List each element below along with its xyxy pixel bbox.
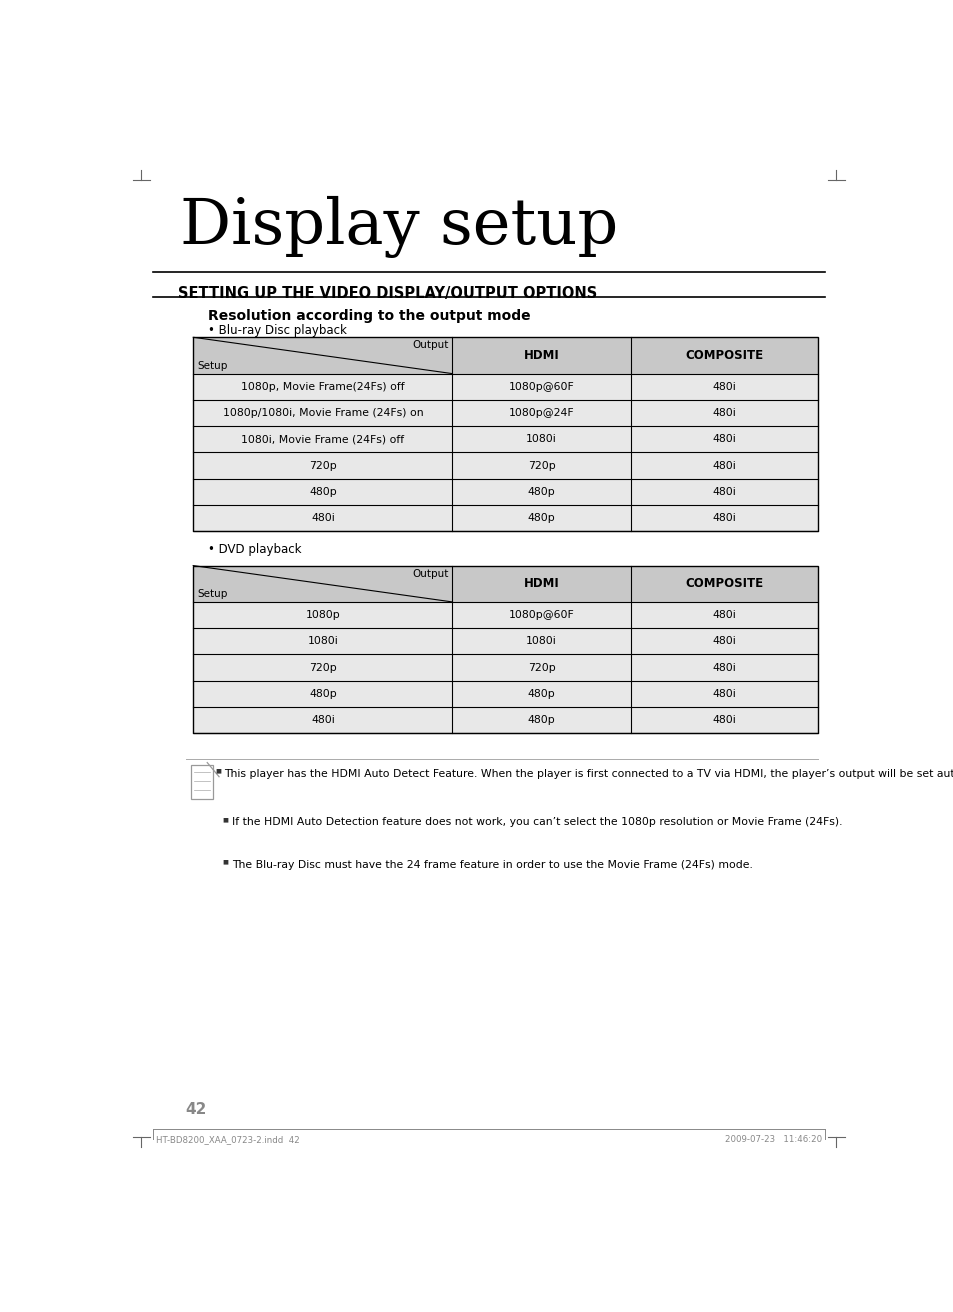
Bar bbox=[193, 479, 817, 505]
Text: 480p: 480p bbox=[309, 487, 336, 497]
Bar bbox=[191, 765, 213, 799]
Bar bbox=[193, 655, 817, 681]
Text: This player has the HDMI Auto Detect Feature. When the player is first connected: This player has the HDMI Auto Detect Fea… bbox=[224, 769, 953, 778]
Text: 480i: 480i bbox=[712, 636, 736, 647]
Bar bbox=[193, 374, 817, 400]
Text: ■: ■ bbox=[215, 769, 221, 774]
Text: 1080i: 1080i bbox=[525, 636, 557, 647]
Text: COMPOSITE: COMPOSITE bbox=[684, 349, 762, 362]
Text: 1080i: 1080i bbox=[307, 636, 338, 647]
Bar bbox=[193, 628, 817, 655]
Text: 720p: 720p bbox=[527, 663, 555, 673]
Text: 720p: 720p bbox=[309, 461, 336, 471]
Text: SETTING UP THE VIDEO DISPLAY/OUTPUT OPTIONS: SETTING UP THE VIDEO DISPLAY/OUTPUT OPTI… bbox=[178, 286, 597, 300]
Text: Output: Output bbox=[412, 568, 448, 579]
Bar bbox=[193, 707, 817, 733]
Text: The Blu-ray Disc must have the 24 frame feature in order to use the Movie Frame : The Blu-ray Disc must have the 24 frame … bbox=[232, 859, 752, 870]
Text: 480p: 480p bbox=[527, 715, 555, 726]
Text: ■: ■ bbox=[222, 859, 229, 865]
Text: 480i: 480i bbox=[712, 689, 736, 699]
Text: 480i: 480i bbox=[712, 434, 736, 445]
Text: 480i: 480i bbox=[712, 408, 736, 419]
Text: 480i: 480i bbox=[712, 461, 736, 471]
Text: Setup: Setup bbox=[196, 361, 227, 370]
Text: 480i: 480i bbox=[311, 513, 335, 523]
Bar bbox=[193, 426, 817, 453]
Bar bbox=[193, 337, 817, 374]
Text: 480i: 480i bbox=[712, 382, 736, 392]
Text: 2009-07-23   11:46:20: 2009-07-23 11:46:20 bbox=[723, 1135, 821, 1144]
Text: 480i: 480i bbox=[311, 715, 335, 726]
Text: 720p: 720p bbox=[527, 461, 555, 471]
Text: Output: Output bbox=[412, 340, 448, 350]
Text: 1080p/1080i, Movie Frame (24Fs) on: 1080p/1080i, Movie Frame (24Fs) on bbox=[222, 408, 423, 419]
Text: 480p: 480p bbox=[309, 689, 336, 699]
Text: 42: 42 bbox=[186, 1102, 207, 1117]
Text: Setup: Setup bbox=[196, 589, 227, 598]
Text: 1080p, Movie Frame(24Fs) off: 1080p, Movie Frame(24Fs) off bbox=[241, 382, 404, 392]
Text: 480i: 480i bbox=[712, 663, 736, 673]
Text: HDMI: HDMI bbox=[523, 577, 558, 590]
Text: 1080p@60F: 1080p@60F bbox=[508, 382, 574, 392]
Text: Display setup: Display setup bbox=[180, 197, 618, 258]
Text: COMPOSITE: COMPOSITE bbox=[684, 577, 762, 590]
Text: If the HDMI Auto Detection feature does not work, you can’t select the 1080p res: If the HDMI Auto Detection feature does … bbox=[232, 817, 841, 827]
Bar bbox=[193, 602, 817, 628]
Bar bbox=[193, 400, 817, 426]
Text: 480i: 480i bbox=[712, 610, 736, 621]
Text: • Blu-ray Disc playback: • Blu-ray Disc playback bbox=[208, 324, 347, 337]
Text: 480i: 480i bbox=[712, 513, 736, 523]
Text: 480p: 480p bbox=[527, 513, 555, 523]
Bar bbox=[193, 505, 817, 531]
Text: 1080i: 1080i bbox=[525, 434, 557, 445]
Text: HT-BD8200_XAA_0723-2.indd  42: HT-BD8200_XAA_0723-2.indd 42 bbox=[156, 1135, 299, 1144]
Bar bbox=[193, 565, 817, 602]
Text: 1080p@24F: 1080p@24F bbox=[508, 408, 574, 419]
Bar bbox=[193, 337, 817, 531]
Text: 480i: 480i bbox=[712, 487, 736, 497]
Text: 480i: 480i bbox=[712, 715, 736, 726]
Text: 1080p: 1080p bbox=[305, 610, 340, 621]
Text: 1080p@60F: 1080p@60F bbox=[508, 610, 574, 621]
Text: ■: ■ bbox=[222, 817, 229, 823]
Text: 480p: 480p bbox=[527, 487, 555, 497]
Text: HDMI: HDMI bbox=[523, 349, 558, 362]
Bar bbox=[193, 681, 817, 707]
Text: 480p: 480p bbox=[527, 689, 555, 699]
Text: 720p: 720p bbox=[309, 663, 336, 673]
Text: Resolution according to the output mode: Resolution according to the output mode bbox=[208, 310, 530, 323]
Text: 1080i, Movie Frame (24Fs) off: 1080i, Movie Frame (24Fs) off bbox=[241, 434, 404, 445]
Bar bbox=[193, 453, 817, 479]
Bar bbox=[193, 565, 817, 733]
Text: • DVD playback: • DVD playback bbox=[208, 543, 301, 556]
